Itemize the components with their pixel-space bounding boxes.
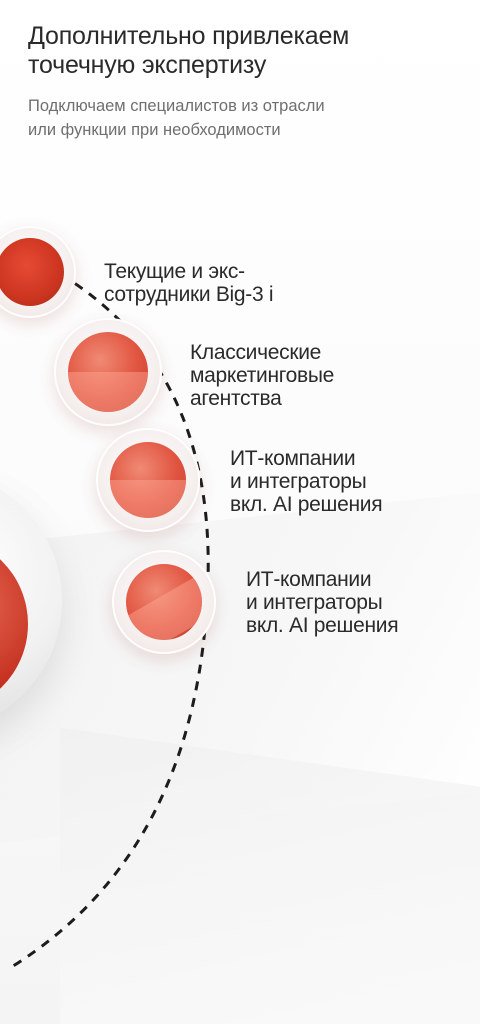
label-line: сотрудники Big-3 і <box>104 283 274 306</box>
expert-bubble-big3 <box>0 226 76 318</box>
expert-label-agencies: Классические маркетинговые агентства <box>190 341 334 410</box>
label-line: Классические <box>190 341 322 364</box>
label-line: и интеграторы <box>230 470 367 493</box>
subtitle-line: или функции при необходимости <box>28 121 281 139</box>
expert-bubble-it-ai <box>112 550 216 654</box>
label-line: ИТ-компании <box>246 568 372 591</box>
label-line: Текущие и экс- <box>104 260 245 283</box>
label-line: ИТ-компании <box>230 447 356 470</box>
expert-label-it: ИТ-компании и интеграторы вкл. AI решени… <box>230 447 383 516</box>
subtitle-line: Подключаем специалистов из отрасли <box>28 97 325 115</box>
title-line: точечную экспертизу <box>28 51 267 79</box>
label-line: маркетинговые <box>190 364 335 387</box>
expert-label-big3: Текущие и экс- сотрудники Big-3 і <box>104 260 274 306</box>
expert-bubble-agencies <box>54 318 162 426</box>
label-line: и интеграторы <box>246 591 383 614</box>
page-subtitle: Подключаем специалистов из отрасли или ф… <box>28 94 468 142</box>
label-line: вкл. AI решения <box>230 493 383 516</box>
title-line: Дополнительно привлекаем <box>28 22 350 50</box>
expert-label-it-ai: ИТ-компании и интеграторы вкл. AI решени… <box>246 568 399 637</box>
expert-bubble-it <box>96 428 200 532</box>
label-line: агентства <box>190 387 282 410</box>
page-title: Дополнительно привлекаем точечную экспер… <box>28 22 468 80</box>
label-line: вкл. AI решения <box>246 614 399 637</box>
